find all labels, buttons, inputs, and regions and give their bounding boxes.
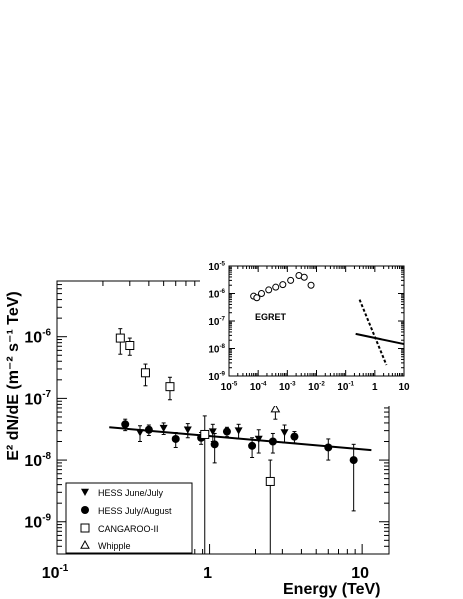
data-point <box>254 435 263 443</box>
inset-y-tick-label: 10-7 <box>208 316 225 329</box>
data-point <box>248 441 257 450</box>
legend-marker <box>81 506 89 514</box>
legend-marker <box>80 523 90 533</box>
inset-solid-line <box>355 332 405 346</box>
data-point <box>210 440 219 449</box>
legend-label: Whipple <box>98 541 131 551</box>
legend-label: HESS June/July <box>98 488 164 498</box>
data-point <box>183 426 192 434</box>
data-point <box>349 456 358 465</box>
inset-x-tick-label: 10-5 <box>221 381 238 394</box>
x-tick-label: 10 <box>351 565 369 582</box>
data-point <box>208 428 217 436</box>
x-tick-label: 10-1 <box>42 563 69 582</box>
egret-data-point <box>300 273 308 281</box>
x-axis-label: Energy (TeV) <box>283 581 381 598</box>
data-point <box>140 368 150 378</box>
y-tick-label: 10-7 <box>24 389 51 408</box>
egret-data-point <box>265 286 273 294</box>
y-tick-label: 10-8 <box>24 451 51 470</box>
x-tick-label: 1 <box>203 565 212 582</box>
y-tick-label: 10-6 <box>24 328 51 347</box>
egret-data-point <box>272 283 280 291</box>
data-point <box>136 429 145 437</box>
data-point <box>234 427 243 435</box>
legend-label: HESS July/August <box>98 506 172 516</box>
data-point <box>171 434 180 443</box>
data-point <box>222 427 231 436</box>
data-point <box>324 443 333 452</box>
inset-x-tick-label: 10 <box>398 382 410 393</box>
egret-data-point <box>257 290 265 297</box>
egret-data-point <box>307 281 315 289</box>
inset-chart: 10-5 10-4 10-3 10-2 10-1 1 10 10-9 10-8 10-7 10-6 1… <box>200 256 412 406</box>
data-point <box>265 476 275 486</box>
inset-x-tick-label: 10-3 <box>279 381 296 394</box>
legend: HESS June/July HESS July/August CANGAROO-I… <box>65 482 193 554</box>
egret-label: EGRET <box>255 312 287 322</box>
data-point <box>200 429 210 439</box>
inset-y-tick-label: 10-6 <box>208 288 225 301</box>
egret-data-point <box>287 276 295 284</box>
inset-x-tick-label: 1 <box>372 382 378 393</box>
data-point <box>268 437 277 446</box>
inset-background <box>200 256 412 406</box>
inset-x-tick-label: 10-1 <box>337 381 354 394</box>
data-point <box>144 425 153 434</box>
egret-data-point <box>253 294 261 302</box>
egret-data-point <box>279 281 287 289</box>
data-point <box>280 429 289 437</box>
data-point <box>290 432 299 441</box>
legend-label: CANGAROO-II <box>98 524 159 534</box>
legend-box <box>65 482 193 554</box>
inset-y-tick-label: 10-9 <box>208 371 225 384</box>
data-point <box>159 424 168 433</box>
main-chart: 10-1 1 10 10-9 10-8 10-7 10-6 Energy (TeV) E² dN… <box>5 280 390 598</box>
data-point <box>270 403 281 413</box>
y-tick-label: 10-9 <box>24 513 51 532</box>
y-axis-label: E² dN/dE (m⁻² s⁻¹ TeV) <box>5 291 22 460</box>
data-point <box>121 420 130 429</box>
legend-marker <box>81 488 89 496</box>
data-point <box>125 341 135 351</box>
data-point <box>115 333 125 343</box>
legend-marker <box>80 539 90 549</box>
inset-x-tick-label: 10-2 <box>308 381 325 394</box>
inset-y-tick-label: 10-5 <box>208 261 225 274</box>
inset-y-tick-label: 10-8 <box>208 343 225 356</box>
data-point <box>165 382 175 392</box>
inset-dashed-line <box>358 299 388 366</box>
inset-x-tick-label: 10-4 <box>250 381 267 394</box>
